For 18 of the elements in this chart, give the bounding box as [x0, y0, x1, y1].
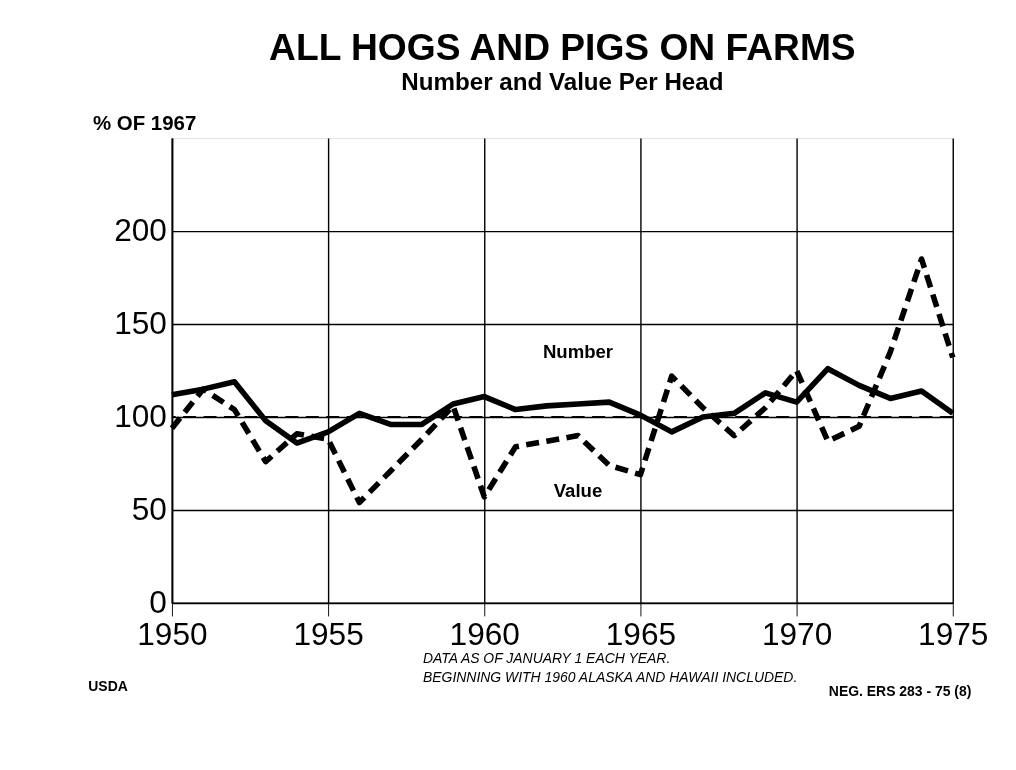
y-tick-label: 50 — [131, 490, 167, 527]
y-tick-label: 200 — [114, 211, 167, 248]
x-tick-label: 1970 — [761, 616, 833, 653]
x-tick-label: 1965 — [605, 616, 677, 653]
y-axis-title: % OF 1967 — [92, 110, 197, 134]
y-tick-label: 100 — [114, 397, 167, 434]
text: BEGINNING WITH 1960 ALASKA AND HAWAII INCLUDED. — [422, 668, 798, 685]
series-label: Value — [553, 479, 603, 501]
text: USDA — [88, 678, 128, 695]
x-tick-label: 1955 — [293, 616, 364, 653]
chart-subtitle: Number and Value Per Head — [401, 67, 724, 95]
chart-title: ALL HOGS AND PIGS ON FARMS — [269, 26, 856, 69]
text: NEG. ERS 283 - 75 (8) — [828, 682, 972, 699]
text: DATA AS OF JANUARY 1 EACH YEAR. — [422, 650, 671, 667]
x-tick-label: 1960 — [449, 616, 520, 653]
text: Number — [542, 341, 614, 363]
y-tick-label: 150 — [114, 304, 167, 341]
x-tick-label: 1975 — [918, 616, 989, 653]
